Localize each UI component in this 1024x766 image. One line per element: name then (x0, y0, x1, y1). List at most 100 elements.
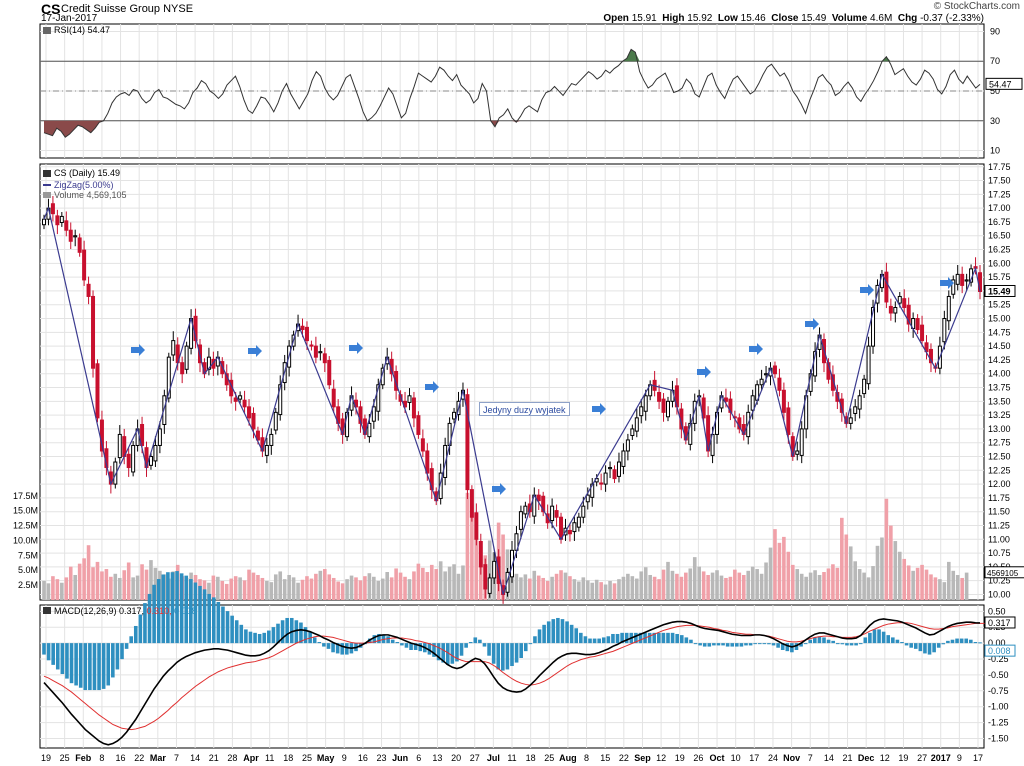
price-candle (77, 233, 82, 257)
annotation-arrow (425, 381, 439, 393)
price-candle (523, 501, 528, 519)
macd-histogram-bar (831, 640, 835, 644)
volume-bar (817, 574, 822, 600)
macd-histogram-bar (712, 643, 716, 646)
volume-bar (648, 574, 652, 600)
volume-bar (461, 565, 465, 600)
candle-body (469, 489, 474, 518)
candle-body (117, 433, 122, 459)
macd-histogram-bar (487, 643, 491, 656)
price-candle (452, 407, 457, 424)
macd-histogram-bar (317, 641, 322, 644)
candle-body (599, 482, 604, 485)
candle-body (126, 453, 131, 469)
price-candle (554, 504, 559, 527)
volume-bar (590, 582, 595, 600)
volume-bar (425, 572, 430, 600)
price-candle (625, 433, 630, 461)
price-candle (866, 336, 871, 390)
volume-bar (305, 576, 309, 600)
volume-bar (960, 577, 964, 600)
price-candle (955, 264, 960, 291)
price-candle (64, 211, 69, 237)
volume-label: Volume (831, 13, 868, 24)
volume-bar (737, 572, 742, 600)
x-tick-label: 26 (693, 753, 703, 763)
price-candle (772, 361, 777, 379)
volume-tick-label: 2.5M (18, 580, 38, 590)
volume-bar (643, 567, 648, 600)
price-candle (871, 299, 876, 354)
volume-bar (777, 542, 782, 600)
price-tick-label: 14.25 (988, 355, 1011, 365)
volume-bar (768, 547, 773, 600)
price-candle (799, 421, 804, 464)
macd-histogram-bar (757, 643, 762, 645)
candle-body (264, 444, 269, 456)
price-candle (309, 340, 314, 351)
price-candle (242, 390, 247, 413)
price-candle (567, 522, 572, 542)
candle-body (857, 395, 862, 410)
x-tick-label: Nov (783, 753, 800, 763)
macd-histogram-bar (395, 641, 400, 644)
macd-histogram-bar (569, 624, 574, 644)
volume-tick-label: 12.5M (13, 521, 38, 531)
price-candle (474, 503, 479, 546)
x-tick-label: 10 (731, 753, 741, 763)
candle-body (550, 505, 555, 522)
macd-histogram-bar (69, 643, 74, 684)
macd-histogram-bar (491, 643, 496, 664)
price-candle (572, 516, 577, 541)
candle-body (474, 512, 479, 540)
volume-bar (826, 568, 831, 600)
candle-body (902, 298, 907, 308)
macd-histogram-bar (46, 643, 51, 661)
macd-histogram-bar (753, 643, 757, 645)
volume-bar (701, 571, 706, 600)
price-candle (853, 399, 858, 422)
macd-histogram-bar (326, 643, 331, 649)
candle-body (416, 415, 421, 435)
price-candle (86, 276, 91, 305)
macd-histogram-bar (964, 638, 969, 644)
volume-bar (764, 562, 768, 600)
volume-bar (652, 576, 657, 600)
x-tick-label: 16 (358, 753, 368, 763)
low-value: 15.46 (740, 13, 766, 24)
candle-body (946, 295, 951, 322)
candle-body (536, 494, 541, 502)
annotation-arrow (940, 277, 954, 289)
volume-bar (447, 566, 452, 600)
volume-bar (394, 568, 398, 600)
volume-bar (104, 569, 109, 600)
volume-bar (947, 561, 951, 600)
macd-histogram-bar (946, 640, 950, 644)
volume-bar (612, 583, 617, 600)
volume-bar (835, 567, 840, 600)
x-tick-label: 25 (544, 753, 554, 763)
macd-histogram-bar (207, 593, 211, 644)
candle-body (920, 324, 925, 342)
price-tick-label: 14.75 (988, 327, 1011, 337)
candle-body (862, 378, 867, 395)
macd-histogram-bar (198, 585, 202, 644)
volume-bar (541, 577, 545, 600)
volume-bar (559, 570, 563, 600)
x-tick-label: Jul (487, 753, 500, 763)
macd-histogram-bar (101, 643, 106, 689)
macd-histogram-bar (546, 621, 551, 644)
macd-histogram-bar (340, 643, 345, 655)
volume-bar (519, 577, 523, 600)
macd-tick-label: -0.25 (988, 654, 1009, 664)
volume-bar (86, 545, 91, 600)
candle-body (616, 461, 621, 477)
annotation-arrow (248, 345, 262, 357)
volume-bar (380, 578, 385, 600)
price-candle (603, 465, 608, 492)
volume-bar (955, 574, 960, 600)
macd-histogram-bar (858, 643, 863, 645)
x-tick-label: 19 (41, 753, 51, 763)
volume-bar (287, 574, 291, 600)
volume-bar (857, 569, 862, 600)
